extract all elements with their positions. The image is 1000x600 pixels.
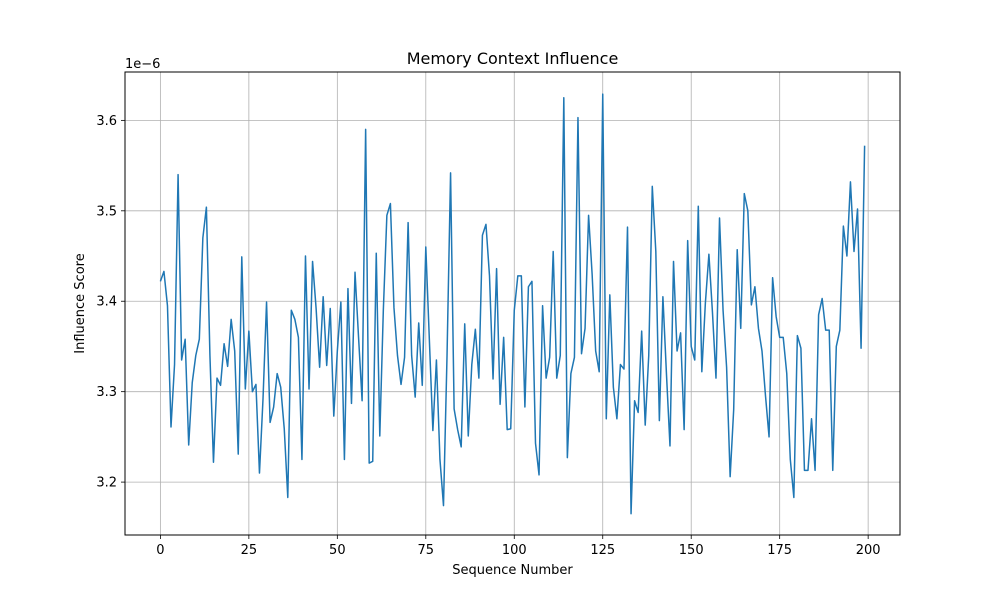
x-axis-label: Sequence Number: [452, 563, 573, 578]
x-tick-label: 75: [418, 543, 435, 558]
y-axis-offset-text: 1e−6: [125, 57, 160, 72]
x-tick-label: 200: [856, 543, 881, 558]
x-tick-label: 150: [679, 543, 704, 558]
x-tick-label: 100: [502, 543, 527, 558]
chart-title: Memory Context Influence: [407, 49, 619, 68]
x-axis-ticks: 0 25 50 75 100 125 150 175 200: [156, 535, 881, 558]
series-line: [159, 93, 866, 515]
y-tick-label: 3.4: [96, 295, 117, 310]
y-tick-label: 3.6: [96, 114, 117, 129]
x-tick-label: 50: [329, 543, 346, 558]
y-tick-label: 3.3: [96, 385, 117, 400]
x-tick-label: 175: [767, 543, 792, 558]
plot-area: [125, 72, 900, 535]
plot-frame: [124, 71, 901, 536]
y-tick-label: 3.5: [96, 204, 117, 219]
y-tick-label: 3.2: [96, 476, 117, 491]
y-axis-ticks: 3.2 3.3 3.4 3.5 3.6: [96, 114, 125, 491]
x-tick-label: 0: [156, 543, 164, 558]
data-series: [159, 93, 866, 515]
x-tick-label: 25: [241, 543, 258, 558]
x-tick-label: 125: [590, 543, 615, 558]
y-axis-label: Influence Score: [73, 253, 88, 353]
